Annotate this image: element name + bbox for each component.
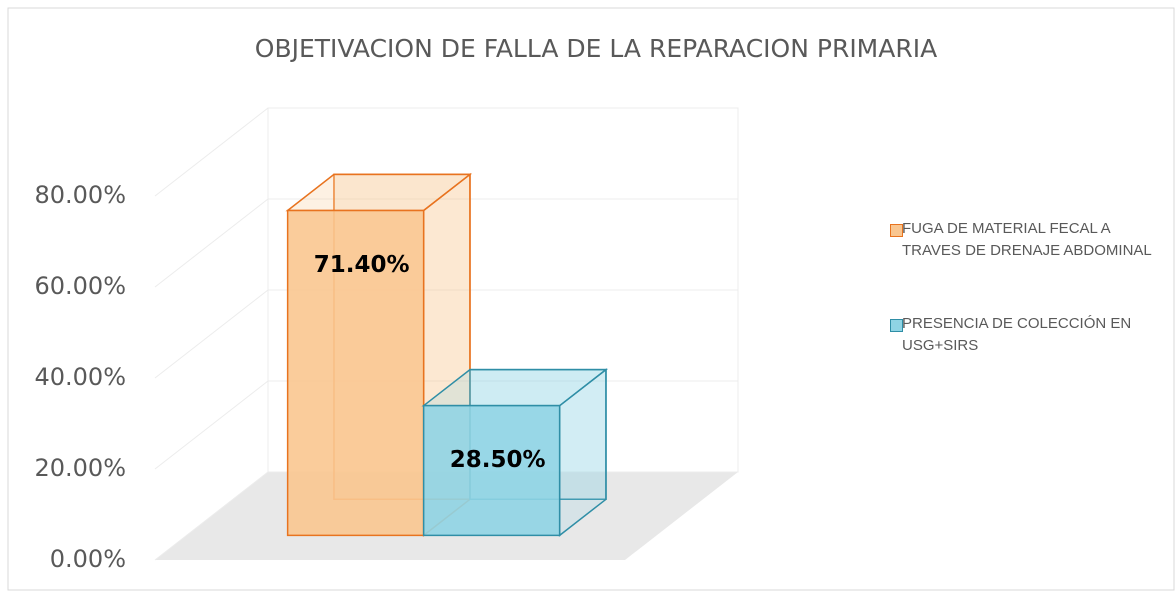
grid-line [154, 107, 738, 197]
data-label: 28.50% [450, 447, 546, 473]
y-tick-label: 20.00% [34, 454, 126, 482]
legend-label: FUGA DE MATERIAL FECAL A TRAVES DE DRENA… [902, 220, 1152, 259]
y-tick-label: 60.00% [34, 272, 126, 300]
chart-title: OBJETIVACION DE FALLA DE LA REPARACION P… [255, 34, 937, 63]
data-label: 71.40% [314, 252, 410, 278]
bar-front [286, 209, 425, 537]
grid-line [154, 380, 738, 470]
grid-line [154, 471, 738, 561]
y-tick-label: 40.00% [34, 363, 126, 391]
legend-swatch [890, 224, 903, 237]
legend-label: PRESENCIA DE COLECCIÓN EN USG+SIRS [902, 315, 1132, 354]
y-tick-label: 80.00% [34, 181, 126, 209]
grid-line [154, 289, 738, 379]
grid-line [154, 198, 738, 288]
y-tick-label: 0.00% [50, 545, 126, 573]
bar-front [422, 404, 561, 537]
legend-swatch [890, 319, 903, 332]
